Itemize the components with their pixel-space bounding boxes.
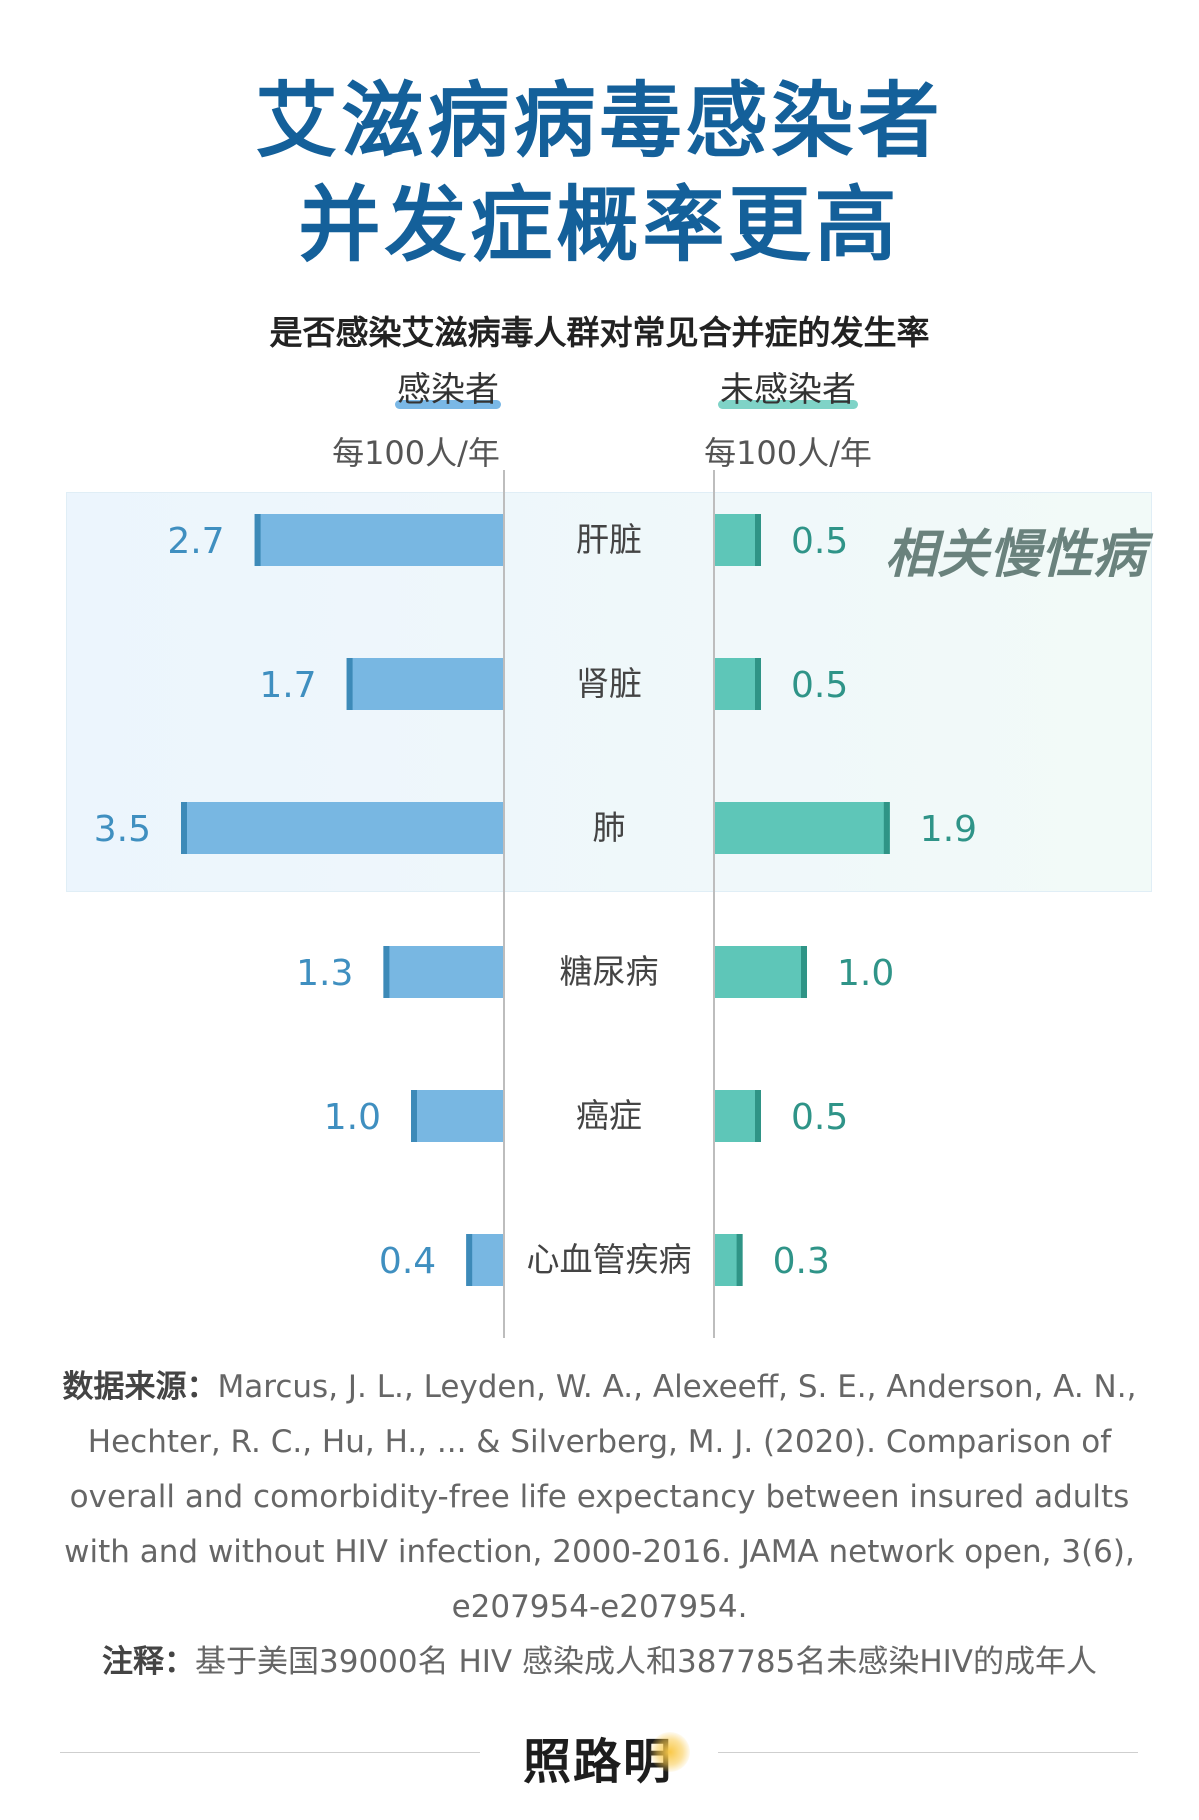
- value-label-uninfected: 0.5: [791, 521, 848, 562]
- data-source: 数据来源：Marcus, J. L., Leyden, W. A., Alexe…: [40, 1360, 1159, 1635]
- footer-divider-left: [60, 1752, 480, 1753]
- category-label: 癌症: [576, 1096, 642, 1135]
- bar-uninfected: [715, 658, 761, 710]
- value-label-uninfected: 0.5: [791, 665, 848, 706]
- page-title-line1: 艾滋病病毒感染者: [255, 74, 944, 169]
- bar-uninfected: [715, 1090, 761, 1142]
- category-label: 肝脏: [576, 520, 642, 559]
- bar-infected: [254, 514, 503, 566]
- bar-infected-edge: [466, 1234, 473, 1286]
- bar-infected-edge: [346, 658, 353, 710]
- value-label-infected: 1.7: [259, 665, 316, 706]
- category-label: 心血管疾病: [527, 1240, 692, 1279]
- note-text: 基于美国39000名 HIV 感染成人和387785名未感染HIV的成年人: [195, 1644, 1097, 1680]
- bar-uninfected-edge: [755, 658, 761, 710]
- bar-uninfected-edge: [755, 514, 761, 566]
- category-label: 肺: [593, 808, 626, 847]
- value-label-infected: 1.0: [324, 1097, 381, 1138]
- bar-uninfected-edge: [883, 802, 890, 854]
- value-label-uninfected: 1.9: [920, 809, 977, 850]
- bar-infected: [466, 1234, 503, 1286]
- legend-infected: 感染者: [348, 362, 548, 411]
- bar-uninfected-edge: [801, 946, 807, 998]
- value-label-infected: 3.5: [94, 809, 151, 850]
- bar-infected: [411, 1090, 503, 1142]
- value-label-uninfected: 0.5: [791, 1097, 848, 1138]
- category-label: 肾脏: [576, 664, 642, 703]
- sun-icon: [650, 1732, 690, 1772]
- bar-infected: [181, 802, 503, 854]
- bar-uninfected: [715, 946, 807, 998]
- bar-infected: [383, 946, 503, 998]
- unit-right: 每100人/年: [704, 434, 872, 472]
- page-title-line2: 并发症概率更高: [298, 178, 901, 273]
- legend-uninfected: 未感染者: [688, 362, 888, 411]
- category-label: 糖尿病: [560, 952, 659, 991]
- comorbidity-bar-chart: 2.7 0.5 肝脏 1.7 0.5 肾脏 3.5 1.9 肺 1.3 1.0 糖尿病 1.0 0.5 癌症…: [94, 514, 977, 1286]
- brand-logo: 照路明: [522, 1734, 673, 1790]
- value-label-uninfected: 1.0: [837, 953, 894, 994]
- source-label: 数据来源：: [62, 1369, 218, 1405]
- bar-uninfected: [715, 514, 761, 566]
- chronic-disease-label: 相关慢性病: [884, 525, 1145, 585]
- legend-uninfected-label: 未感染者: [718, 362, 858, 411]
- footnote: 注释：基于美国39000名 HIV 感染成人和387785名未感染HIV的成年人: [40, 1636, 1159, 1681]
- bar-infected-edge: [181, 802, 187, 854]
- bar-infected-edge: [411, 1090, 417, 1142]
- source-text: Marcus, J. L., Leyden, W. A., Alexeeff, …: [64, 1369, 1137, 1625]
- bar-infected-edge: [383, 946, 390, 998]
- chart-subtitle: 是否感染艾滋病毒人群对常见合并症的发生率: [269, 313, 930, 352]
- bar-uninfected-edge: [755, 1090, 761, 1142]
- value-label-infected: 2.7: [167, 521, 224, 562]
- bar-uninfected: [715, 802, 890, 854]
- bar-infected-edge: [254, 514, 261, 566]
- left-axis-line: [503, 470, 505, 1338]
- value-label-uninfected: 0.3: [773, 1241, 830, 1282]
- value-label-infected: 0.4: [379, 1241, 436, 1282]
- value-label-infected: 1.3: [296, 953, 353, 994]
- right-axis-line: [713, 470, 715, 1338]
- footer-divider-right: [718, 1752, 1138, 1753]
- legend-infected-label: 感染者: [395, 362, 501, 411]
- unit-left: 每100人/年: [332, 434, 500, 472]
- bar-infected: [346, 658, 503, 710]
- bar-uninfected-edge: [736, 1234, 743, 1286]
- note-label: 注释：: [102, 1644, 195, 1680]
